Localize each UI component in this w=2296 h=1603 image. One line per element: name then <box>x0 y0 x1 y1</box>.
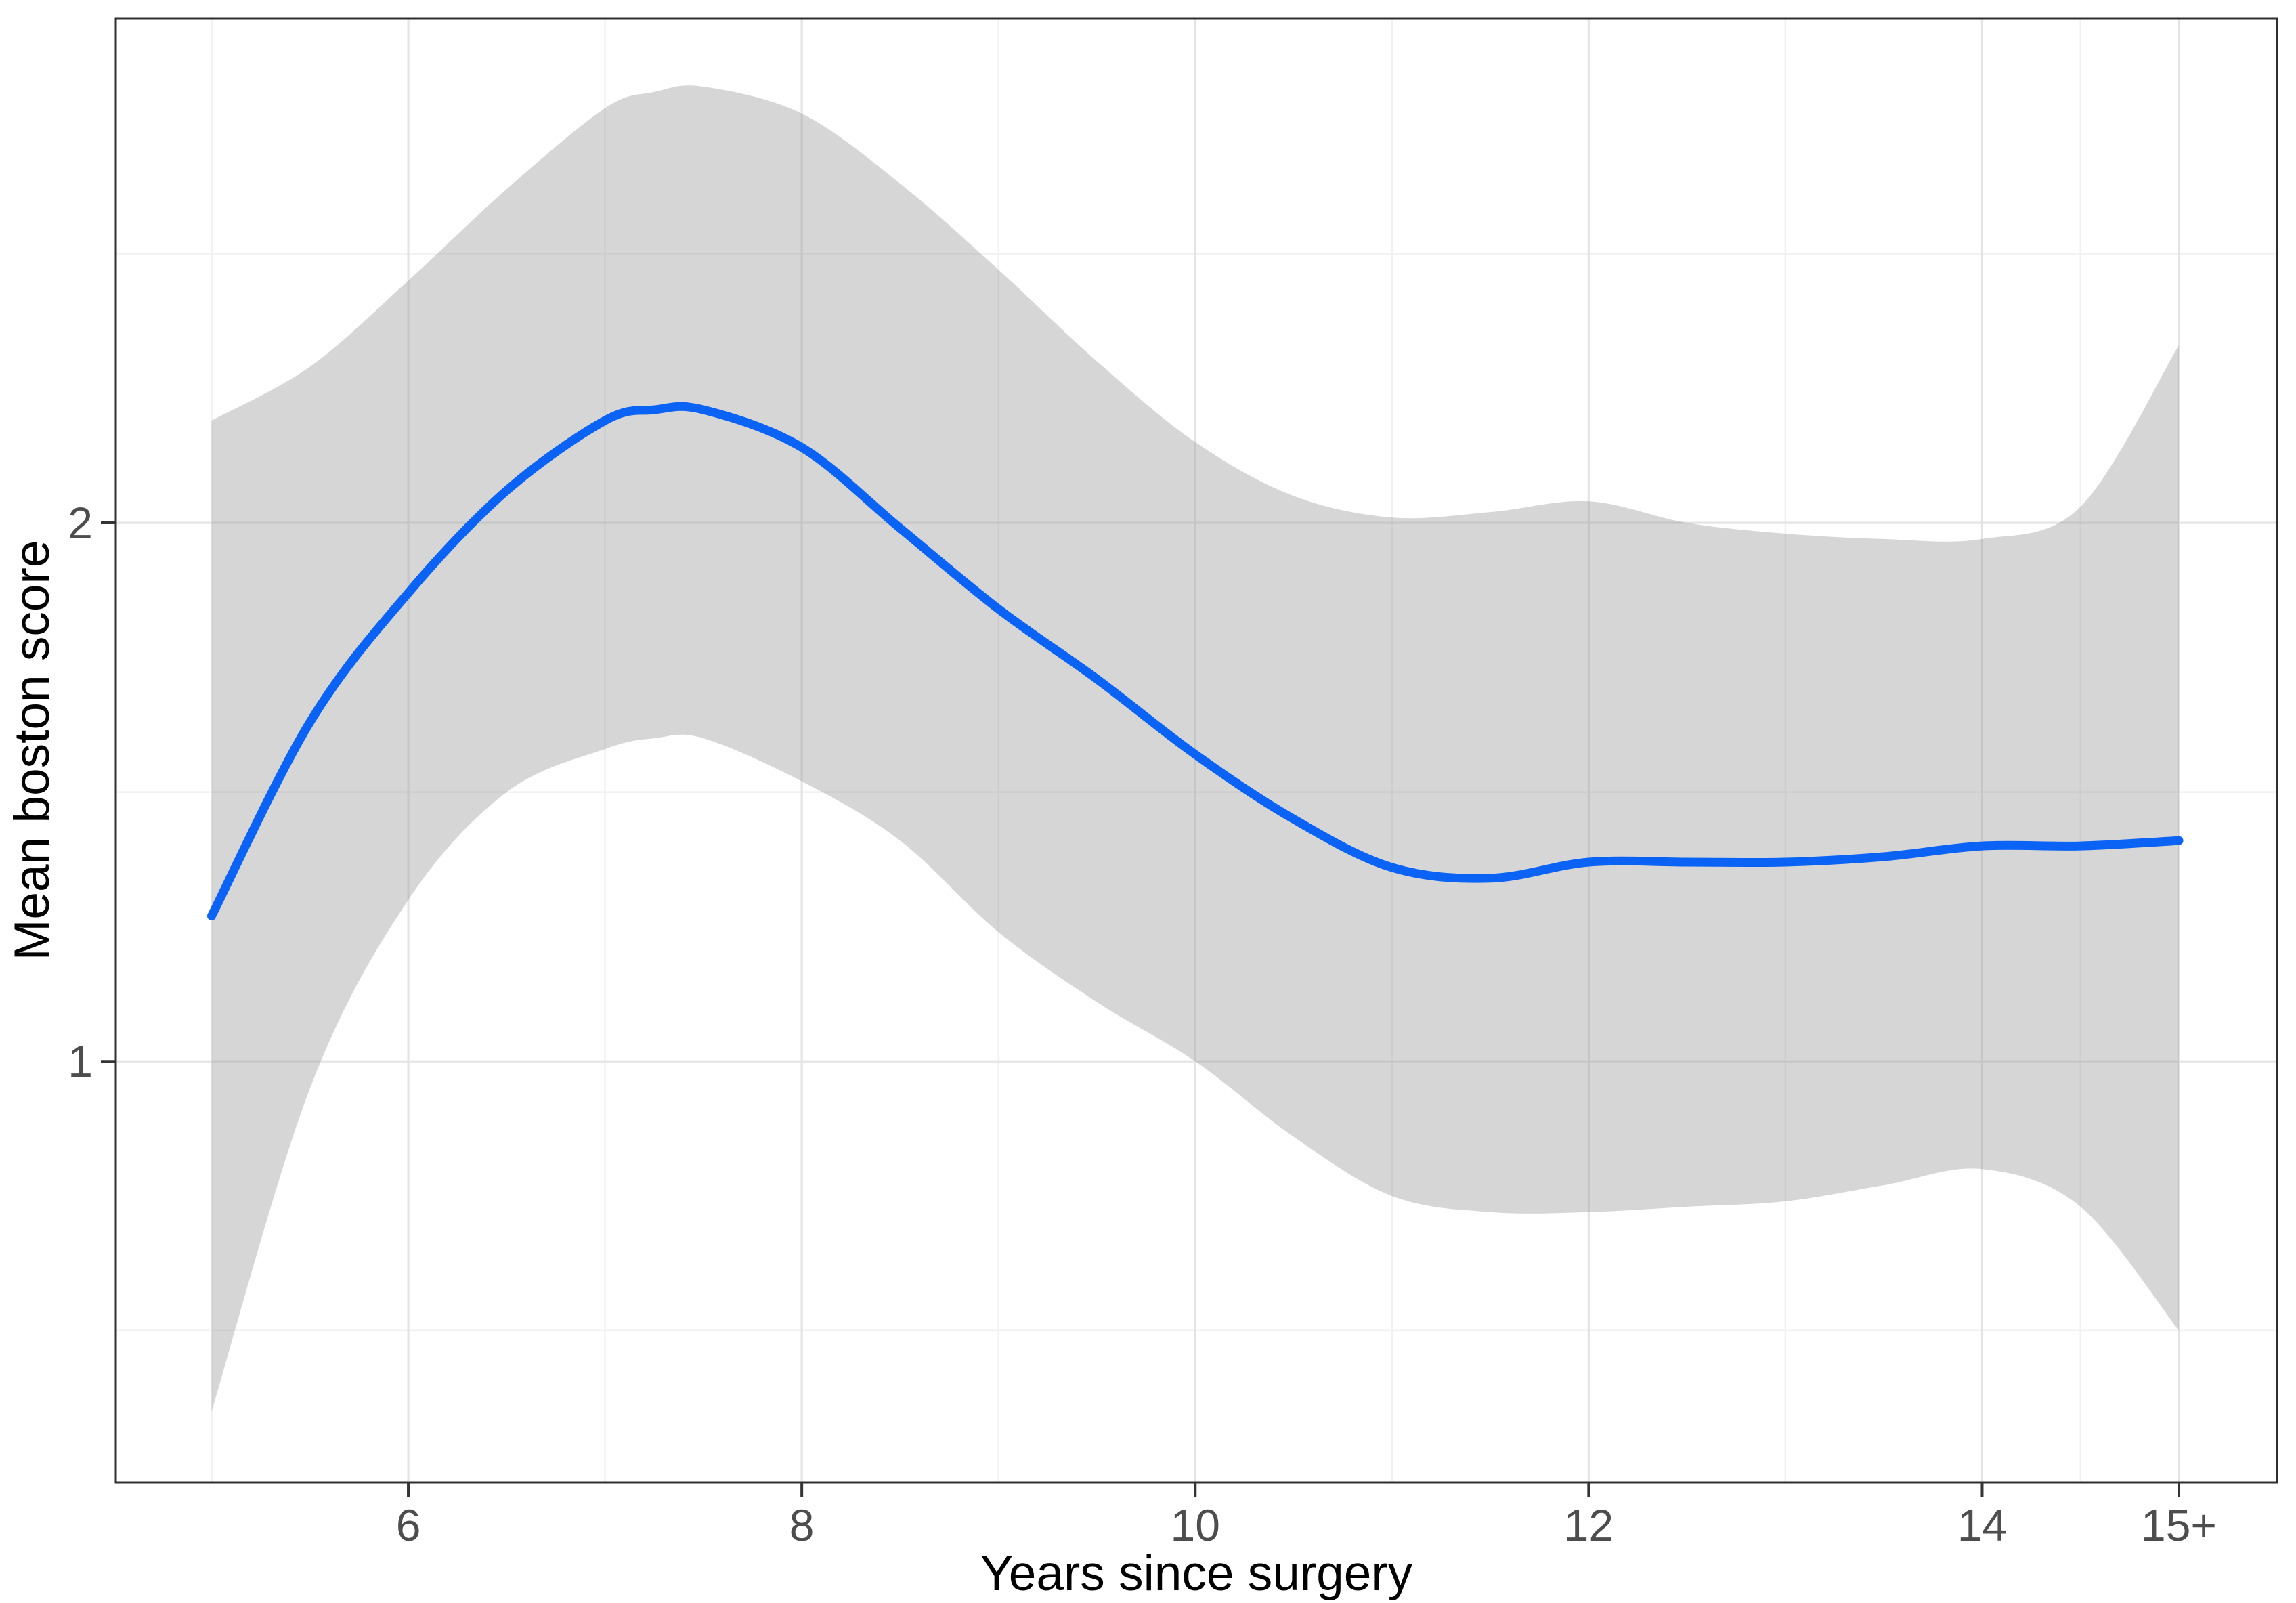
y-tick-label: 2 <box>68 498 93 548</box>
x-tick-label: 10 <box>1171 1500 1220 1550</box>
x-axis-title: Years since surgery <box>980 1546 1413 1601</box>
x-tick-label: 14 <box>1957 1500 2007 1550</box>
y-tick-label: 1 <box>68 1036 93 1086</box>
y-axis-tick-labels: 12 <box>68 498 93 1086</box>
x-tick-label: 12 <box>1564 1500 1613 1550</box>
x-tick-label: 8 <box>789 1500 815 1550</box>
smoothed-mean-line <box>207 402 2184 920</box>
x-axis-tick-marks <box>407 1482 2181 1497</box>
confidence-ribbon <box>211 85 2179 1412</box>
minor-gridlines <box>116 18 2277 1482</box>
major-gridlines <box>116 18 2277 1482</box>
y-axis-title: Mean boston score <box>5 540 60 961</box>
x-tick-label: 15+ <box>2141 1500 2217 1550</box>
y-axis-tick-marks <box>101 521 116 1063</box>
x-tick-label: 6 <box>396 1500 421 1550</box>
x-axis-tick-labels: 6 8 10 12 14 15+ <box>396 1500 2217 1550</box>
